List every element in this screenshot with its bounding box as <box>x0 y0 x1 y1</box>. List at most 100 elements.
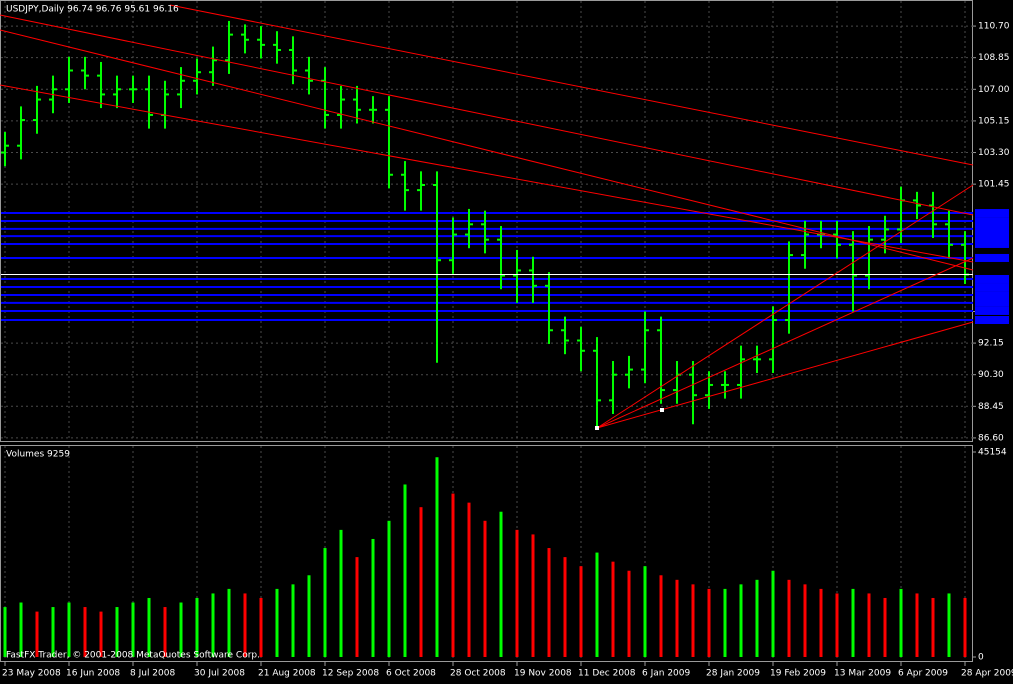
volume-bar <box>963 597 967 657</box>
level-label-box <box>975 291 1009 300</box>
level-label-box <box>975 274 1009 283</box>
volume-bar <box>835 593 839 657</box>
volume-bar <box>355 557 359 657</box>
volume-bar <box>851 588 855 657</box>
volume-bar <box>67 602 71 657</box>
volume-bar <box>83 607 87 657</box>
volume-bar <box>563 557 567 657</box>
y-tick-label: 0 <box>978 653 984 663</box>
volume-bar <box>259 597 263 657</box>
volume-bar <box>195 597 199 657</box>
x-tick-label: 28 Apr 2009 <box>961 669 1013 679</box>
volume-bar <box>883 597 887 657</box>
y-tick-label: 108.85 <box>978 53 1010 63</box>
volume-bar <box>899 588 903 657</box>
volume-bar <box>675 579 679 657</box>
level-label-box <box>975 316 1009 325</box>
volume-bar <box>307 575 311 657</box>
volume-bar <box>163 607 167 657</box>
x-tick-label: 12 Sep 2008 <box>322 669 379 679</box>
volume-bar <box>291 584 295 657</box>
volume-bar <box>115 607 119 657</box>
volume-bar <box>387 520 391 657</box>
y-tick-label: 88.45 <box>978 402 1004 412</box>
volume-bar <box>707 588 711 657</box>
volume-bar <box>819 588 823 657</box>
volume-bar <box>723 588 727 657</box>
volume-bar <box>99 611 103 657</box>
level-label-box <box>975 232 1009 241</box>
x-tick-label: 13 Mar 2009 <box>834 669 891 679</box>
volume-bar <box>323 548 327 657</box>
volume-bar <box>595 552 599 657</box>
x-tick-label: 19 Feb 2009 <box>770 669 826 679</box>
level-label-box <box>975 298 1009 307</box>
volume-bar <box>611 561 615 657</box>
x-tick-label: 6 Oct 2008 <box>386 669 436 679</box>
volume-bar <box>227 588 231 657</box>
volume-bar <box>547 548 551 657</box>
y-tick-label: 107.00 <box>978 85 1010 95</box>
x-tick-label: 19 Nov 2008 <box>514 669 572 679</box>
volume-bar <box>499 511 503 657</box>
volume-bar <box>19 602 23 657</box>
x-tick-label: 8 Jul 2008 <box>130 669 175 679</box>
y-tick-label: 92.15 <box>978 339 1004 349</box>
y-tick-label: 105.15 <box>978 116 1010 126</box>
y-tick-label: 110.70 <box>978 22 1010 32</box>
y-tick-label: 86.60 <box>978 433 1004 443</box>
volume-bar <box>867 593 871 657</box>
volume-bar <box>803 584 807 657</box>
volume-bar <box>691 584 695 657</box>
level-label-box <box>975 217 1009 226</box>
volume-bar <box>451 493 455 657</box>
volume-frame <box>0 445 973 662</box>
x-tick-label: 6 Jan 2009 <box>642 669 690 679</box>
volume-title: Volumes 9259 <box>6 450 70 460</box>
trendline <box>0 29 974 271</box>
volume-bar <box>371 538 375 657</box>
volume-bar <box>915 593 919 657</box>
volume-bar <box>531 534 535 657</box>
footer: FastFX Trader, © 2001-2008 MetaQuotes So… <box>6 651 260 661</box>
trendline <box>596 321 974 429</box>
volume-bar <box>35 611 39 657</box>
x-tick-label: 21 Aug 2008 <box>258 669 316 679</box>
x-tick-label: 6 Apr 2009 <box>898 669 948 679</box>
volume-bar <box>467 502 471 657</box>
volume-bar <box>51 607 55 657</box>
trendline <box>596 184 974 429</box>
y-tick-label: 45154 <box>978 447 1007 457</box>
volume-bar <box>211 593 215 657</box>
volume-bar <box>579 566 583 657</box>
trendline <box>0 84 974 263</box>
volume-bar <box>339 529 343 657</box>
volume-bar <box>435 457 439 657</box>
level-label-box <box>975 306 1009 315</box>
volume-bar <box>659 575 663 657</box>
trendline <box>169 4 974 166</box>
volume-bar <box>755 579 759 657</box>
volume-bar <box>947 593 951 657</box>
trendline <box>0 14 974 216</box>
volume-bar <box>3 607 7 657</box>
x-tick-label: 30 Jul 2008 <box>194 669 245 679</box>
level-label-box <box>975 283 1009 292</box>
x-tick-label: 28 Oct 2008 <box>450 669 506 679</box>
volume-bar <box>483 520 487 657</box>
volume-bar <box>243 593 247 657</box>
volume-bar <box>627 570 631 657</box>
y-tick-label: 101.45 <box>978 180 1010 190</box>
x-tick-label: 16 Jun 2008 <box>66 669 120 679</box>
volume-bar <box>131 602 135 657</box>
x-tick-label: 11 Dec 2008 <box>578 669 636 679</box>
level-label-box <box>975 224 1009 233</box>
volume-bar <box>739 584 743 657</box>
trendlines <box>0 4 974 430</box>
y-tick-label: 103.30 <box>978 148 1010 158</box>
volume-bar <box>179 602 183 657</box>
y-tick-label: 90.30 <box>978 370 1004 380</box>
chart-title: USDJPY,Daily 96.74 96.76 95.61 96.16 <box>6 5 179 15</box>
